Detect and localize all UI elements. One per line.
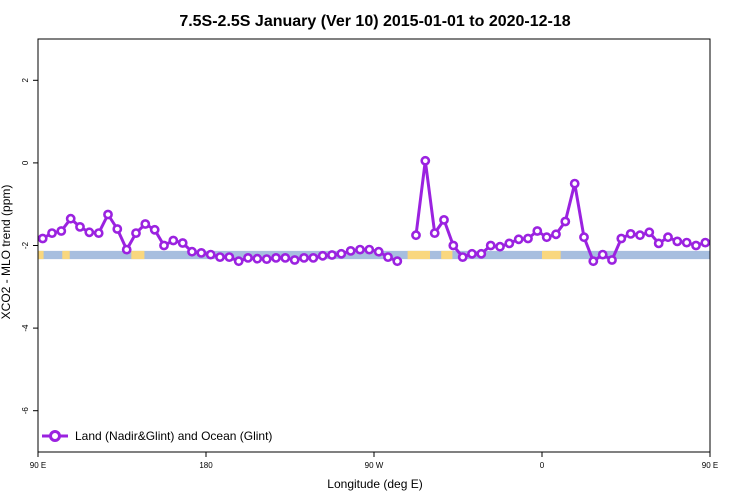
land-band-segment [407,250,430,260]
x-tick-label: 90 E [702,461,718,470]
data-point [672,236,683,247]
data-point [597,249,608,260]
data-point [243,252,253,263]
axes: 90 E 180 90 W 0 90 E 2 0 -2 -4 -6 [21,78,718,470]
data-point [336,248,347,259]
land-band-segment [131,250,145,260]
data-point [523,233,533,244]
data-point [588,256,599,267]
data-point [420,155,431,166]
ocean-band [38,250,710,260]
land-band-segment [441,250,453,260]
data-point [467,248,477,259]
land-ocean-band [38,250,710,260]
data-point [47,228,57,238]
data-point [607,255,617,265]
data-point [513,234,524,245]
data-point [140,219,151,229]
data-point [65,213,76,224]
data-point [625,228,636,239]
data-point [327,250,337,260]
data-point [653,238,664,249]
land-band-segment [62,250,70,260]
legend-marker-swatch [49,430,61,442]
x-tick-label: 90 E [30,461,46,470]
data-point [364,244,375,255]
x-tick-label: 0 [540,461,545,470]
legend: Land (Nadir&Glint) and Ocean (Glint) [42,429,272,443]
data-point [411,230,421,241]
data-point [495,241,505,252]
data-point [37,233,48,244]
data-point [308,252,319,263]
data-point [541,232,552,243]
data-point [355,244,365,255]
data-point [271,252,281,263]
data-point [317,250,328,261]
data-point [149,224,160,235]
data-point [532,226,543,236]
y-tick-label: -2 [21,241,30,249]
data-point [616,233,627,244]
data-point [187,246,197,257]
series-layer [37,155,711,267]
y-tick-label: 2 [21,78,30,83]
plot-frame [37,38,711,453]
chart-title: 7.5S-2.5S January (Ver 10) 2015-01-01 to… [179,13,570,30]
data-point [112,224,123,234]
data-point [448,240,459,251]
y-tick-label: 0 [21,160,30,165]
data-point [635,230,645,241]
data-point [551,229,561,240]
data-point [168,235,179,246]
y-tick-label: -6 [21,407,30,415]
data-point [215,252,225,262]
data-point [224,252,235,262]
data-point [252,253,263,264]
data-point [75,221,85,232]
data-point [103,209,113,220]
data-point [299,252,309,263]
data-point [579,232,589,243]
land-band-segment [542,250,561,260]
data-point [457,252,468,262]
data-point [373,246,384,257]
data-point [485,240,496,251]
data-point [233,256,244,267]
data-point [345,245,356,256]
data-point [159,240,169,251]
legend-label: Land (Nadir&Glint) and Ocean (Glint) [75,429,272,443]
data-point [261,254,272,264]
data-point [177,238,188,248]
y-tick-label: -4 [21,324,30,332]
data-point [56,226,67,236]
data-point [205,249,216,260]
x-axis-label: Longitude (deg E) [327,477,422,491]
data-point [700,237,711,248]
data-point [121,244,132,255]
data-point [429,228,440,238]
data-point [280,252,291,263]
data-point [84,227,95,238]
data-point [663,232,673,243]
land-band-segment [38,250,44,260]
data-point [476,248,487,259]
data-point [560,216,571,227]
x-tick-label: 180 [199,461,213,470]
y-axis-label: XCO2 - MLO trend (ppm) [0,185,13,320]
data-point [681,237,692,248]
data-point [131,228,141,238]
data-point [569,178,580,189]
data-point [289,255,300,265]
data-point [93,228,104,238]
x-tick-label: 90 W [365,461,384,470]
data-point [504,238,515,249]
data-point [196,247,207,258]
data-point [691,240,701,251]
data-point [392,256,403,267]
data-point [644,227,655,238]
data-point [439,214,449,225]
data-point [383,252,393,262]
